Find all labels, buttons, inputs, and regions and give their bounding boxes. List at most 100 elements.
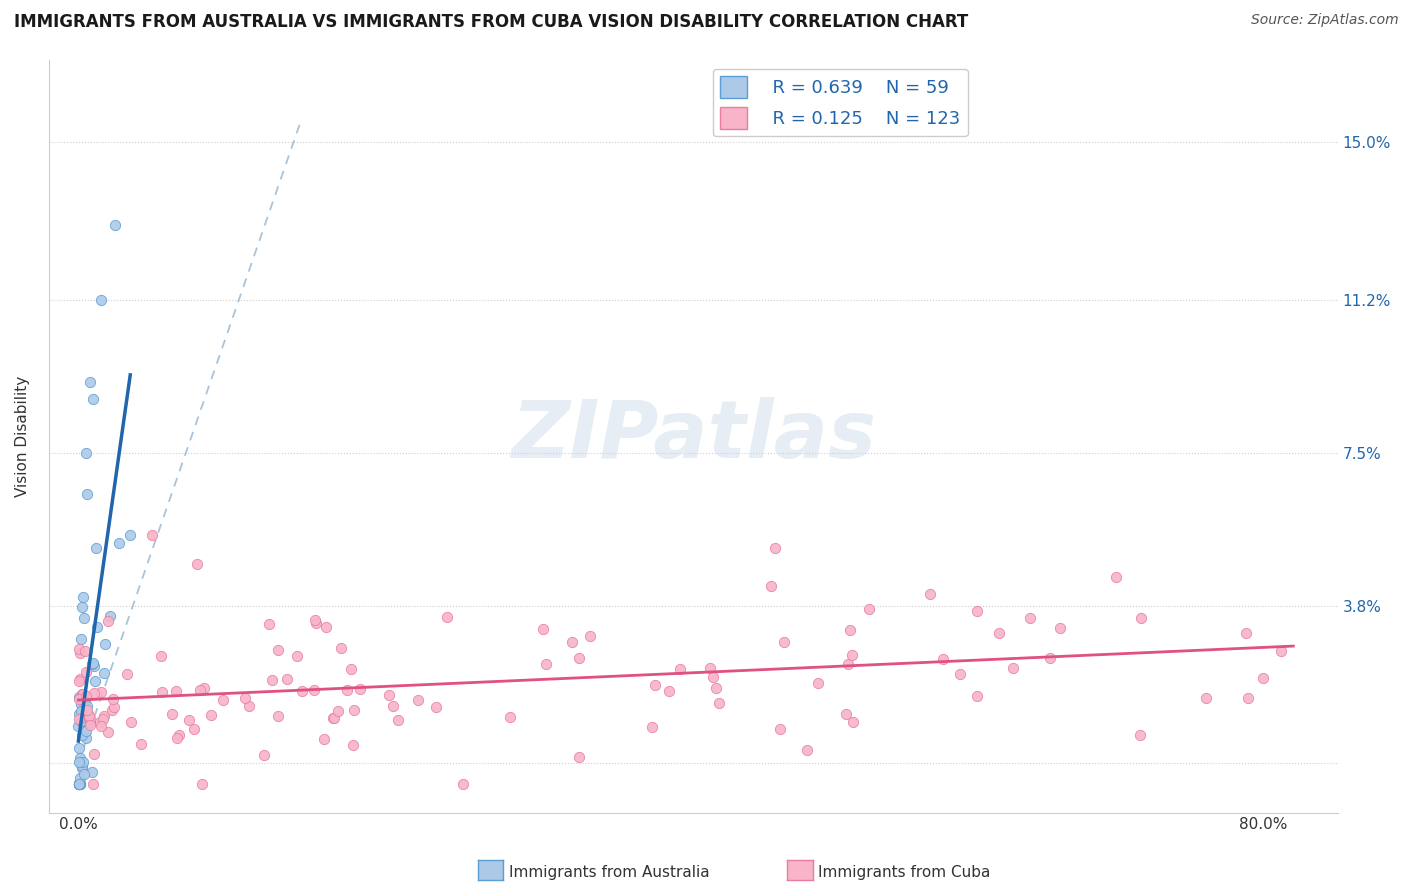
Point xyxy=(67,776,90,790)
Point xyxy=(259,616,281,631)
Point xyxy=(72,591,94,605)
Point xyxy=(326,704,349,718)
Point xyxy=(75,445,97,459)
Point xyxy=(378,688,401,702)
Point xyxy=(568,749,591,764)
Point xyxy=(69,750,91,764)
Point xyxy=(841,714,863,729)
Point xyxy=(70,704,93,718)
Point xyxy=(80,765,103,780)
Point xyxy=(67,776,90,790)
Point xyxy=(193,681,215,695)
Point xyxy=(76,698,98,713)
Point xyxy=(70,714,93,729)
Point xyxy=(706,681,728,695)
Point xyxy=(86,620,108,634)
Point xyxy=(72,599,94,614)
Point xyxy=(72,687,94,701)
Point xyxy=(82,656,104,670)
Point xyxy=(90,685,112,699)
Point xyxy=(262,673,284,687)
Point xyxy=(200,708,222,723)
Point xyxy=(238,698,260,713)
Point xyxy=(94,637,117,651)
Point xyxy=(67,776,90,790)
Point xyxy=(69,776,91,790)
Point xyxy=(841,648,863,662)
Point xyxy=(80,657,103,672)
Point xyxy=(69,776,91,790)
Point xyxy=(763,541,786,555)
Point xyxy=(83,659,105,673)
Point xyxy=(190,776,212,790)
Point xyxy=(73,696,96,710)
Point xyxy=(342,738,364,752)
Legend:   R = 0.639    N = 59,   R = 0.125    N = 123: R = 0.639 N = 59, R = 0.125 N = 123 xyxy=(713,69,967,136)
Point xyxy=(858,601,880,615)
Point xyxy=(73,611,96,625)
Point xyxy=(759,579,782,593)
Point xyxy=(70,729,93,743)
Point xyxy=(285,648,308,663)
Point xyxy=(1049,621,1071,635)
Point xyxy=(79,712,101,726)
Point xyxy=(579,629,602,643)
Point xyxy=(336,682,359,697)
Text: Immigrants from Australia: Immigrants from Australia xyxy=(509,865,710,880)
Point xyxy=(837,657,859,671)
Point xyxy=(169,728,191,742)
Point xyxy=(949,666,972,681)
Point xyxy=(83,685,105,699)
Point xyxy=(115,667,138,681)
Point xyxy=(796,743,818,757)
Point xyxy=(77,709,100,723)
Text: ZIPatlas: ZIPatlas xyxy=(510,397,876,475)
Y-axis label: Vision Disability: Vision Disability xyxy=(15,376,30,497)
Point xyxy=(82,392,104,406)
Point xyxy=(120,715,142,730)
Point xyxy=(72,755,94,769)
Point xyxy=(920,587,942,601)
Point xyxy=(67,674,90,689)
Point xyxy=(67,755,90,769)
Point xyxy=(97,614,120,628)
Point xyxy=(1104,570,1126,584)
Point xyxy=(72,704,94,718)
Point xyxy=(211,693,233,707)
Point xyxy=(561,635,583,649)
Point xyxy=(141,528,163,542)
Point xyxy=(568,650,591,665)
Point xyxy=(267,643,290,657)
Point xyxy=(69,673,91,687)
Point xyxy=(75,731,97,746)
Point xyxy=(97,725,120,739)
Point xyxy=(988,626,1011,640)
Point xyxy=(233,691,256,706)
Point xyxy=(75,689,97,703)
Point xyxy=(1195,690,1218,705)
Point xyxy=(67,776,90,790)
Point xyxy=(93,665,115,680)
Point xyxy=(67,740,90,755)
Point xyxy=(69,756,91,771)
Point xyxy=(387,714,409,728)
Point xyxy=(253,747,276,762)
Point xyxy=(807,676,830,690)
Point xyxy=(408,693,430,707)
Point xyxy=(84,674,107,689)
Point xyxy=(315,620,337,634)
Point xyxy=(108,536,131,550)
Point xyxy=(67,776,90,790)
Point xyxy=(103,691,125,706)
Point xyxy=(702,670,724,684)
Point xyxy=(69,776,91,790)
Point xyxy=(165,684,187,698)
Point xyxy=(1039,651,1062,665)
Point xyxy=(72,767,94,781)
Point xyxy=(67,692,90,706)
Point xyxy=(640,720,662,734)
Point xyxy=(381,698,404,713)
Point xyxy=(77,706,100,721)
Point xyxy=(67,718,90,732)
Point xyxy=(966,604,988,618)
